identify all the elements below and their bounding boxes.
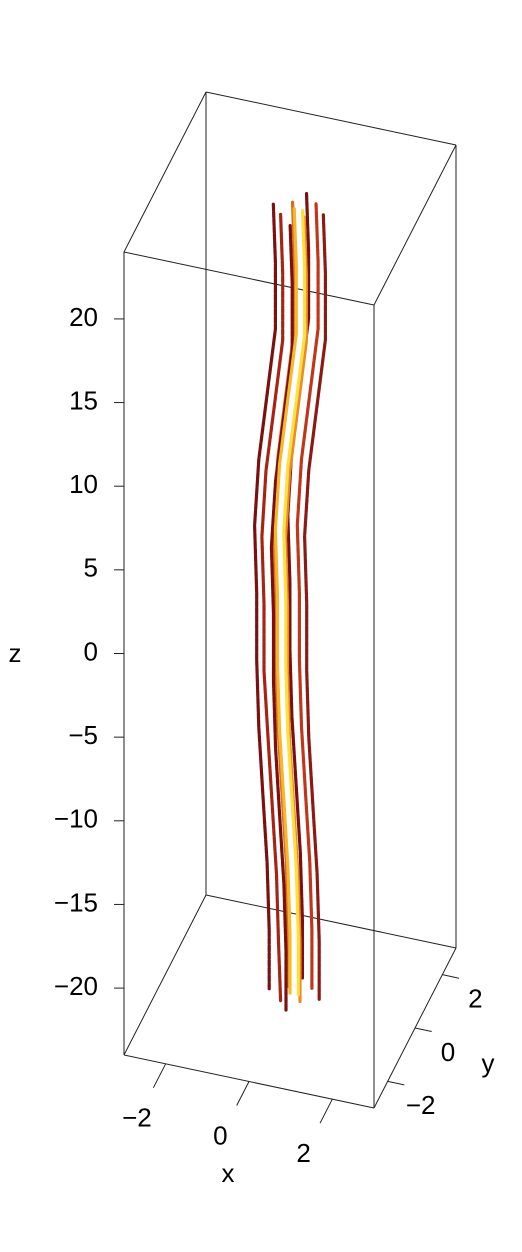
box-edge: [205, 894, 457, 949]
z-tick-label: −5: [68, 720, 98, 750]
z-tick-label: 20: [69, 302, 98, 332]
x-tick: [236, 1081, 250, 1106]
y-axis-label: y: [482, 1048, 495, 1078]
z-tick-label: 0: [84, 636, 98, 666]
y-tick: [414, 1027, 432, 1033]
y-tick: [442, 974, 460, 979]
box-edge: [373, 144, 457, 306]
z-tick-label: −15: [54, 887, 98, 917]
z-tick-label: 15: [69, 385, 98, 415]
y-tick: [387, 1080, 405, 1086]
z-tick-label: −20: [54, 971, 98, 1001]
y-tick-label: 2: [468, 984, 482, 1014]
z-axis-label: z: [9, 638, 22, 668]
y-tick-label: 0: [441, 1037, 455, 1067]
box-edge: [123, 251, 375, 306]
box-edge: [123, 91, 207, 253]
box-edge: [205, 91, 457, 146]
z-tick-label: −10: [54, 804, 98, 834]
field-line: [303, 212, 327, 1001]
x-tick-label: −2: [122, 1103, 152, 1133]
field-line: [260, 212, 285, 1003]
field-line: [295, 201, 320, 990]
y-tick-label: −2: [406, 1090, 436, 1120]
field-line: [282, 207, 307, 997]
field-line: [253, 201, 277, 991]
z-tick-label: 10: [69, 469, 98, 499]
x-tick: [152, 1063, 167, 1089]
field-line: [273, 206, 298, 995]
x-axis-label: x: [222, 1158, 235, 1188]
x-tick-label: 0: [213, 1120, 227, 1150]
x-tick: [319, 1098, 333, 1124]
x-tick-label: 2: [296, 1138, 310, 1168]
field-line: [286, 191, 311, 980]
field-line: [269, 223, 294, 1012]
z-tick-label: 5: [84, 553, 98, 583]
box-edge: [123, 894, 207, 1056]
field-line: [283, 214, 308, 1004]
